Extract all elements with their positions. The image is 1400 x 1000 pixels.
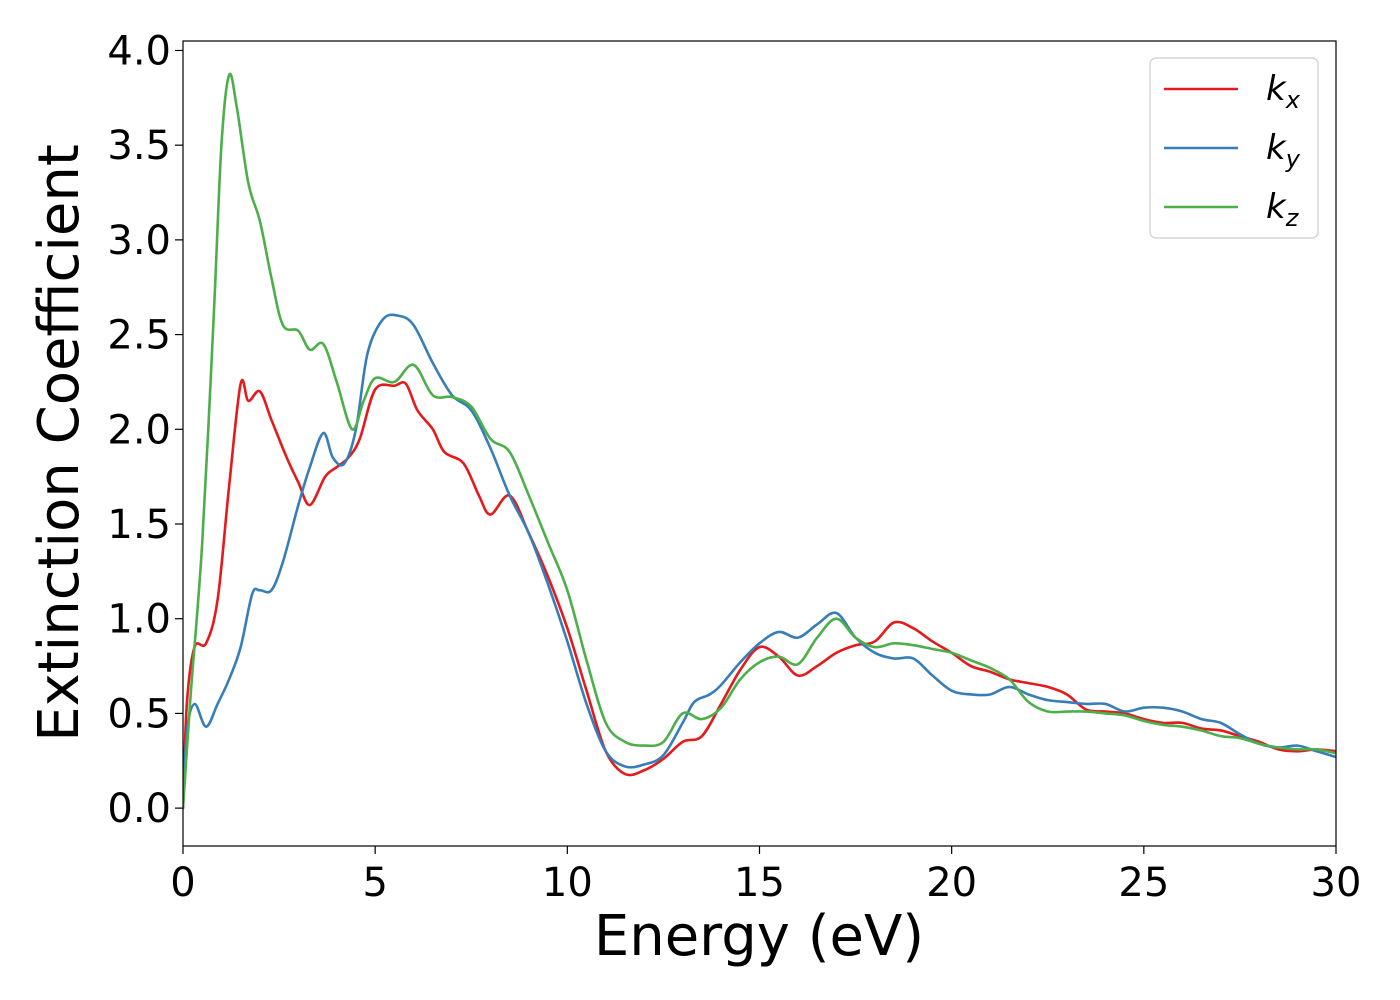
y-tick-label: 4.0 <box>107 28 171 74</box>
series-line-ky <box>183 313 1336 810</box>
x-tick-label: 0 <box>170 860 195 906</box>
y-tick-label: 3.0 <box>107 218 171 264</box>
x-tick-label: 25 <box>1118 860 1169 906</box>
x-tick-label: 5 <box>362 860 387 906</box>
legend: kx ky kz <box>1149 57 1319 239</box>
y-tick-label: 0.5 <box>107 691 171 737</box>
x-tick-label: 20 <box>926 860 977 906</box>
x-axis-label: Energy (eV) <box>594 904 924 969</box>
y-tick-label: 1.0 <box>107 597 171 643</box>
y-tick-label: 0.0 <box>107 786 171 832</box>
x-axis-ticks: 0 5 10 15 20 25 30 <box>170 846 1361 906</box>
x-tick-label: 15 <box>734 860 785 906</box>
legend-label-kx: kx <box>1266 69 1301 114</box>
y-tick-label: 2.0 <box>107 407 171 453</box>
x-tick-label: 10 <box>542 860 593 906</box>
y-axis-label: Extinction Coefficient <box>27 144 92 742</box>
series-layer <box>183 72 1336 810</box>
series-line-kz <box>183 72 1336 810</box>
x-tick-label: 30 <box>1311 860 1362 906</box>
y-tick-label: 1.5 <box>107 502 171 548</box>
y-tick-label: 3.5 <box>107 123 171 169</box>
legend-label-ky: ky <box>1266 128 1301 173</box>
y-tick-label: 2.5 <box>107 313 171 359</box>
series-line-kx <box>183 379 1336 810</box>
legend-label-kz: kz <box>1266 187 1300 232</box>
y-axis-ticks: 0.0 0.5 1.0 1.5 2.0 2.5 3.0 3.5 4.0 <box>107 28 183 832</box>
